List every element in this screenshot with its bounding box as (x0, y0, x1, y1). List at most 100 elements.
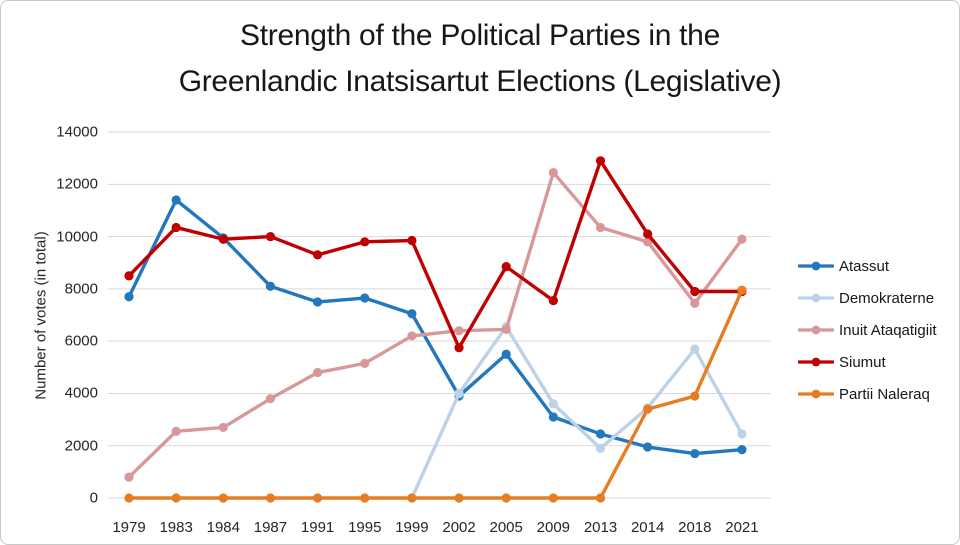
data-point (501, 262, 511, 272)
data-point (124, 271, 134, 281)
data-point (313, 367, 323, 378)
y-tick-label: 12000 (56, 175, 98, 193)
legend-item-partii-naleraq: Partii Naleraq (798, 378, 937, 410)
legend-marker-icon (798, 357, 834, 367)
legend-label: Demokraterne (839, 289, 935, 307)
x-tick-label: 2018 (678, 519, 712, 536)
data-point (595, 222, 606, 233)
data-point (454, 326, 464, 336)
data-point (737, 285, 747, 295)
x-tick-label: 2014 (630, 519, 665, 536)
data-point (313, 297, 323, 307)
x-tick-label: 2009 (536, 519, 571, 536)
series-atassut (124, 195, 747, 459)
data-point (360, 493, 370, 503)
data-point (265, 281, 276, 291)
data-point (360, 293, 370, 303)
data-point (690, 286, 700, 297)
legend-label: Partii Naleraq (839, 385, 930, 403)
data-point (690, 391, 700, 401)
y-tick-label: 0 (89, 489, 98, 507)
data-point (360, 237, 370, 247)
data-point (360, 358, 370, 368)
legend-marker-icon (798, 389, 834, 399)
y-tick-label: 6000 (64, 332, 98, 350)
data-point (548, 493, 558, 503)
data-point (690, 448, 700, 459)
y-tick-label: 2000 (64, 437, 98, 455)
data-point (595, 493, 606, 503)
legend-label: Siumut (839, 353, 886, 371)
chart-title-line1: Strength of the Political Parties in the (240, 19, 720, 52)
chart-title: Strength of the Political Parties in the… (1, 13, 959, 105)
x-tick-label: 1999 (395, 519, 429, 536)
series-inuit-ataqatigiit (124, 167, 747, 482)
data-point (265, 232, 276, 242)
legend-marker-icon (798, 293, 834, 303)
data-point (548, 412, 558, 422)
y-tick-label: 8000 (64, 280, 98, 298)
data-point (690, 344, 700, 354)
data-point (737, 445, 747, 455)
x-tick-label: 2013 (583, 519, 618, 536)
series-line (127, 159, 744, 350)
data-point (643, 237, 653, 247)
data-point (548, 399, 558, 409)
series-partii-naleraq (124, 285, 747, 503)
data-point (643, 229, 653, 239)
data-point (171, 493, 181, 503)
data-point (595, 156, 606, 166)
x-tick-label: 2021 (725, 519, 759, 536)
x-tick-label: 1995 (348, 519, 382, 536)
series-line (410, 325, 744, 500)
data-point (171, 222, 181, 233)
legend-marker-icon (798, 325, 834, 335)
data-point (407, 331, 417, 341)
chart-title-line2: Greenlandic Inatsisartut Elections (Legi… (178, 65, 782, 98)
series-line (127, 170, 744, 479)
data-point (407, 235, 417, 246)
x-tick-label: 1984 (206, 519, 240, 536)
data-point (501, 349, 511, 359)
data-point (407, 309, 417, 319)
data-point (643, 442, 653, 452)
data-point (218, 234, 228, 244)
data-point (265, 394, 276, 404)
data-point (124, 472, 134, 482)
legend-item-atassut: Atassut (798, 250, 937, 282)
data-point (595, 443, 606, 453)
legend: Atassut Demokraterne Inuit Ataqatigiit Sium… (798, 250, 937, 410)
legend-label: Atassut (839, 257, 890, 275)
legend-label: Inuit Ataqatigiit (839, 321, 937, 339)
data-point (171, 426, 181, 436)
data-point (171, 195, 181, 205)
data-point (454, 493, 464, 503)
data-point (501, 324, 511, 334)
data-point (548, 296, 558, 306)
data-point (501, 493, 511, 503)
y-tick-label: 4000 (64, 384, 98, 402)
x-tick-label: 1983 (159, 519, 193, 536)
legend-marker-icon (798, 261, 834, 271)
x-tick-label: 1987 (253, 519, 288, 536)
data-point (454, 388, 464, 399)
y-tick-label: 14000 (56, 123, 98, 141)
x-tick-label: 1991 (300, 519, 335, 536)
data-point (313, 493, 323, 503)
data-point (737, 234, 747, 244)
x-tick-label: 2002 (442, 519, 476, 536)
data-point (218, 422, 228, 433)
legend-item-demokraterne: Demokraterne (798, 282, 937, 314)
y-tick-label: 10000 (56, 228, 98, 246)
legend-item-inuit-ataqatigiit: Inuit Ataqatigiit (798, 314, 937, 346)
series-line (127, 198, 744, 456)
data-point (690, 298, 700, 308)
data-point (595, 429, 606, 439)
legend-item-siumut: Siumut (798, 346, 937, 378)
data-point (548, 167, 558, 178)
x-tick-label: 2005 (489, 519, 523, 536)
series-line (127, 288, 744, 500)
data-point (643, 404, 653, 414)
